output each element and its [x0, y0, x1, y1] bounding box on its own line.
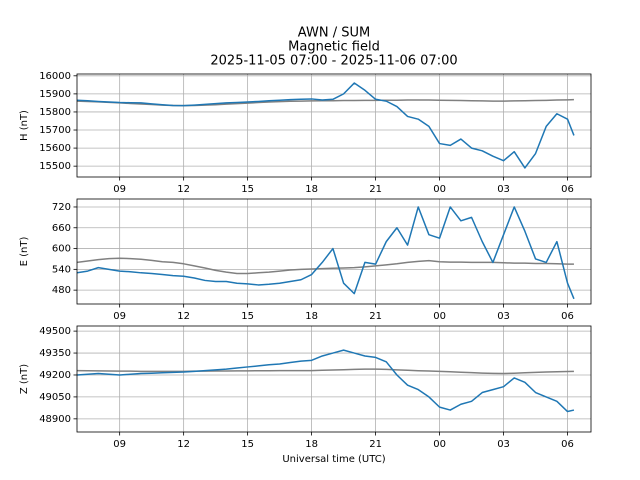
plot-area [77, 206, 575, 300]
x-tick-label: 09 [113, 184, 126, 195]
y-axis-label: E (nT) [19, 237, 30, 267]
y-tick-label: 15800 [39, 107, 71, 118]
y-tick-label: 49500 [39, 326, 71, 337]
y-tick-label: 600 [52, 244, 71, 255]
x-axis-label: Universal time (UTC) [282, 454, 385, 465]
series-line [77, 257, 574, 275]
y-tick-label: 720 [52, 202, 71, 213]
x-tick-label: 06 [561, 439, 574, 450]
plot-area [77, 349, 575, 413]
x-tick-label: 06 [561, 184, 574, 195]
x-tick-label: 12 [177, 439, 190, 450]
y-axis-label: Z (nT) [19, 364, 30, 394]
y-tick-label: 49350 [39, 348, 71, 359]
x-tick-label: 15 [241, 184, 254, 195]
title-line: AWN / SUM [298, 26, 370, 41]
x-tick-label: 15 [241, 439, 254, 450]
series-line [77, 349, 575, 413]
x-tick-label: 21 [369, 184, 382, 195]
y-tick-label: 48900 [39, 414, 71, 425]
x-tick-label: 06 [561, 311, 574, 322]
y-tick-label: 15600 [39, 143, 71, 154]
series-line [77, 206, 575, 300]
x-tick-label: 18 [305, 311, 318, 322]
x-tick-label: 12 [177, 184, 190, 195]
y-axis-label: H (nT) [19, 110, 30, 141]
y-tick-label: 15500 [39, 161, 71, 172]
title-line: 2025-11-05 07:00 - 2025-11-06 07:00 [210, 54, 457, 69]
x-tick-label: 03 [497, 184, 510, 195]
plot-area [77, 82, 575, 169]
y-tick-label: 49200 [39, 370, 71, 381]
y-tick-label: 660 [52, 223, 71, 234]
title-line: Magnetic field [288, 40, 380, 55]
x-tick-label: 00 [433, 184, 446, 195]
x-tick-label: 21 [369, 439, 382, 450]
x-tick-label: 09 [113, 439, 126, 450]
series-line [77, 82, 575, 169]
series-line [77, 368, 574, 375]
x-tick-label: 18 [305, 439, 318, 450]
x-tick-label: 12 [177, 311, 190, 322]
y-tick-label: 16000 [39, 71, 71, 82]
x-tick-label: 03 [497, 311, 510, 322]
y-tick-label: 15700 [39, 125, 71, 136]
x-tick-label: 00 [433, 311, 446, 322]
y-tick-label: 480 [52, 285, 71, 296]
axes-frame [76, 325, 592, 433]
axes-frame [76, 73, 592, 178]
x-tick-label: 18 [305, 184, 318, 195]
x-tick-label: 15 [241, 311, 254, 322]
y-tick-label: 49050 [39, 392, 71, 403]
y-tick-label: 540 [52, 264, 71, 275]
x-tick-label: 21 [369, 311, 382, 322]
x-tick-label: 00 [433, 439, 446, 450]
x-tick-label: 09 [113, 311, 126, 322]
y-tick-label: 15900 [39, 89, 71, 100]
axes-frame [76, 198, 592, 305]
x-tick-label: 03 [497, 439, 510, 450]
